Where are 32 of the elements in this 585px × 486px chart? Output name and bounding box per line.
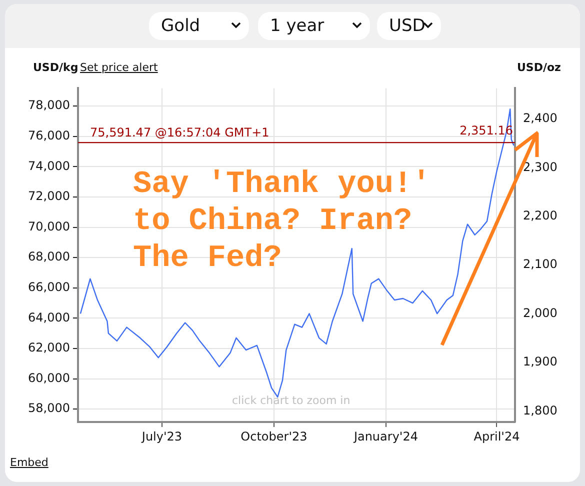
y2-tick-label: 1,900 xyxy=(523,354,558,369)
y2-tick-label: 1,800 xyxy=(523,403,558,418)
text: Set price alert xyxy=(80,61,158,74)
text: USD xyxy=(377,12,441,40)
x-tick-label: July'23 xyxy=(140,429,182,444)
annotation: click chart to zoom in xyxy=(232,394,350,407)
y-axis-title: USD/kg xyxy=(33,61,78,74)
y-tick-label: 76,000 xyxy=(28,128,70,143)
ref-line-label: 75,591.47 @16:57:04 GMT+1 xyxy=(90,126,270,140)
y2-tick-label: 2,100 xyxy=(523,257,558,272)
y2-tick-label: 2,400 xyxy=(523,111,558,126)
y-tick-label: 66,000 xyxy=(28,280,70,294)
y-tick-label: 70,000 xyxy=(28,219,70,234)
y-tick-label: 64,000 xyxy=(28,310,70,324)
y-tick-label: 78,000 xyxy=(28,98,70,112)
y-tick-label: 74,000 xyxy=(28,158,70,173)
y2-tick-label: 2,200 xyxy=(523,208,558,222)
y-tick-label: 68,000 xyxy=(28,250,70,264)
y-tick-label: 62,000 xyxy=(28,340,70,355)
y-tick-label: 60,000 xyxy=(28,370,70,385)
x-tick-label: April'24 xyxy=(474,429,520,444)
y2-tick-label: 2,300 xyxy=(523,160,558,174)
text: 1 year xyxy=(258,12,370,40)
y2-tick-label: 2,000 xyxy=(523,306,558,320)
y-tick-label: 58,000 xyxy=(28,401,70,416)
x-tick-label: January'24 xyxy=(352,429,418,444)
y2-axis-title: USD/oz xyxy=(517,61,561,74)
x-tick-label: October'23 xyxy=(240,429,308,444)
annotation: Say 'Thank you!' to China? Iran? The Fed? xyxy=(133,166,432,277)
text: Gold xyxy=(149,12,249,40)
text: Embed xyxy=(10,456,48,469)
y-tick-label: 72,000 xyxy=(28,189,70,204)
